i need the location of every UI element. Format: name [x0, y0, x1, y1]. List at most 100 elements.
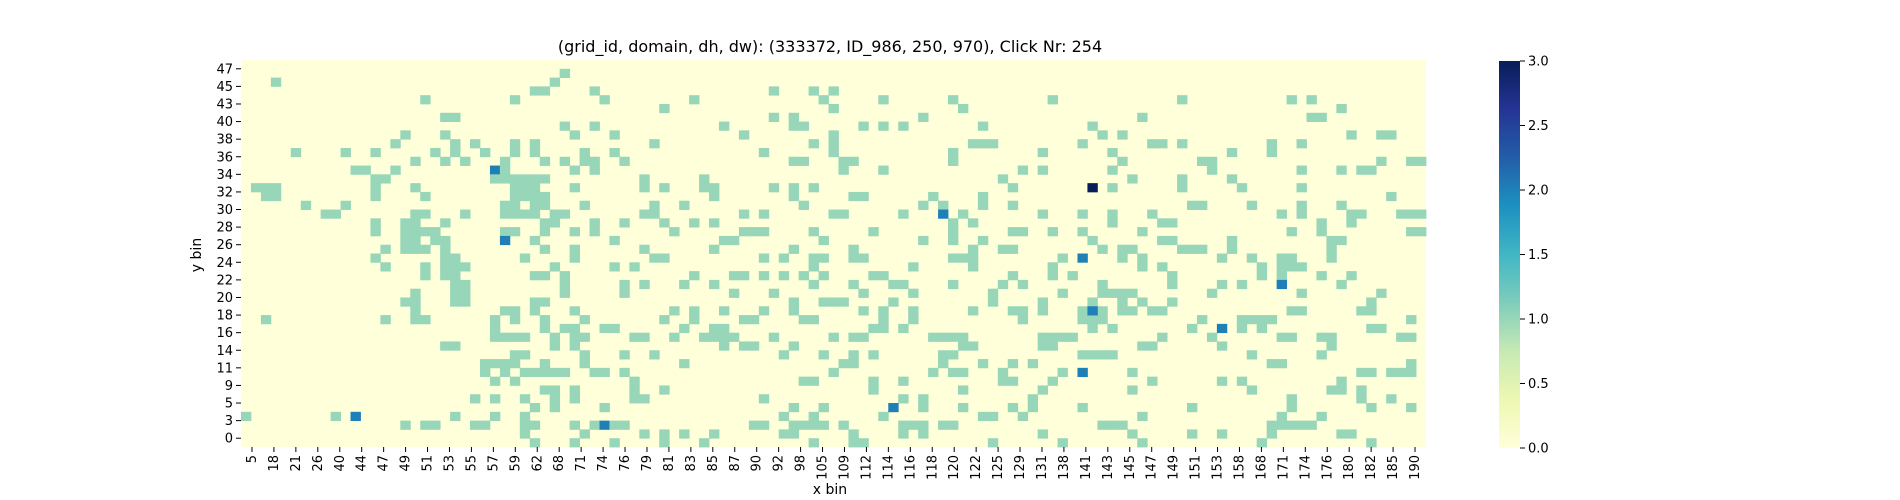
heatmap-cell — [1316, 332, 1327, 342]
heatmap-cell — [1386, 367, 1397, 378]
x-tick-label: 116 — [903, 455, 918, 480]
y-tick-label: 43 — [216, 97, 233, 112]
heatmap-cell — [689, 95, 700, 105]
heatmap-cell — [1316, 112, 1327, 122]
heatmap-cell — [450, 112, 461, 122]
heatmap-cell — [788, 306, 800, 316]
heatmap-cell — [1077, 227, 1088, 237]
heatmap-cell — [1167, 218, 1178, 228]
heatmap-cell — [569, 323, 580, 334]
x-tick-label: 180 — [1342, 455, 1357, 480]
heatmap-cell — [1276, 271, 1287, 281]
heatmap-cell — [689, 271, 700, 281]
heatmap-cell — [1356, 385, 1367, 395]
y-tick-label: 36 — [216, 150, 233, 165]
heatmap-cell — [788, 244, 800, 254]
heatmap-cell — [639, 209, 650, 219]
heatmap-cell — [460, 279, 471, 290]
heatmap-cell — [1246, 315, 1258, 325]
heatmap-cell — [868, 323, 879, 334]
heatmap-cell — [828, 367, 839, 378]
heatmap-cell — [679, 429, 690, 439]
heatmap-cell — [948, 235, 959, 246]
heatmap-cell — [1296, 139, 1307, 149]
heatmap-cell — [380, 262, 391, 272]
heatmap-cell — [589, 156, 600, 166]
heatmap-cell — [878, 306, 889, 316]
heatmap-cell — [270, 183, 282, 193]
heatmap-cell — [1107, 147, 1118, 158]
heatmap-cell — [758, 147, 770, 158]
heatmap-cell — [470, 139, 481, 149]
heatmap-cell — [679, 323, 690, 334]
heatmap-cell — [509, 183, 521, 193]
heatmap-cell — [1017, 411, 1029, 422]
heatmap-cell — [858, 332, 869, 342]
heatmap-cell — [639, 279, 650, 290]
heatmap-cell — [1127, 306, 1138, 316]
heatmap-cell — [1286, 420, 1297, 430]
heatmap-cell — [948, 367, 959, 378]
heatmap-cell — [1376, 288, 1387, 298]
y-tick-label: 40 — [216, 115, 233, 130]
heatmap-cell — [430, 420, 441, 430]
heatmap-cell — [1147, 209, 1158, 219]
heatmap-cell — [649, 253, 660, 263]
heatmap-cell — [649, 139, 660, 149]
heatmap-cell — [1286, 227, 1297, 237]
y-tick-label: 5 — [225, 397, 233, 412]
heatmap-cell — [460, 156, 471, 166]
heatmap-cell — [400, 420, 411, 430]
heatmap-cell — [470, 420, 481, 430]
heatmap-cell — [539, 244, 551, 254]
heatmap-cell — [808, 183, 819, 193]
heatmap-cell — [430, 235, 441, 246]
heatmap-cell — [489, 376, 501, 386]
heatmap-cell — [1326, 341, 1337, 351]
heatmap-cell — [808, 253, 819, 263]
heatmap-cell — [938, 332, 949, 342]
heatmap-cell — [539, 367, 551, 378]
heatmap-cell — [639, 332, 650, 342]
heatmap-cell — [1416, 227, 1427, 237]
heatmap-cell — [549, 403, 561, 413]
heatmap-cell — [1296, 209, 1307, 219]
heatmap-cell — [1196, 200, 1208, 210]
heatmap-cell — [460, 262, 471, 272]
heatmap-cell — [569, 341, 580, 351]
x-tick-label: 68 — [552, 455, 567, 472]
y-tick-label: 34 — [216, 168, 233, 183]
heatmap-cell — [679, 359, 690, 369]
heatmap-cell — [529, 191, 541, 202]
heatmap-cell — [559, 323, 571, 334]
heatmap-cell — [808, 227, 819, 237]
heatmap-cell — [569, 385, 580, 395]
heatmap-cell — [1366, 297, 1377, 307]
heatmap-cell — [569, 332, 580, 342]
heatmap-cell — [1386, 191, 1397, 202]
x-tick-label: 55 — [464, 455, 479, 472]
heatmap-cell — [529, 403, 541, 413]
heatmap-cell — [718, 235, 730, 246]
heatmap-cell — [1127, 174, 1138, 184]
heatmap-cell — [1107, 288, 1118, 298]
heatmap-cell — [1107, 165, 1118, 175]
heatmap-cell — [390, 165, 401, 175]
heatmap-cell — [1336, 376, 1347, 386]
heatmap-cell — [1097, 279, 1108, 290]
heatmap-cell — [460, 209, 471, 219]
heatmap-cell — [659, 253, 670, 263]
heatmap-cell — [519, 367, 531, 378]
heatmap-cell — [330, 209, 341, 219]
heatmap-cell — [609, 235, 620, 246]
heatmap-cell — [1087, 183, 1098, 193]
heatmap-cell — [977, 359, 989, 369]
x-tick-label: 129 — [1013, 455, 1028, 480]
heatmap-cell — [589, 218, 600, 228]
heatmap-cell — [509, 359, 521, 369]
heatmap-cell — [957, 341, 969, 351]
heatmap-cell — [1117, 130, 1128, 140]
heatmap-cell — [1316, 271, 1327, 281]
heatmap-cell — [948, 420, 959, 430]
heatmap-cell — [798, 271, 810, 281]
